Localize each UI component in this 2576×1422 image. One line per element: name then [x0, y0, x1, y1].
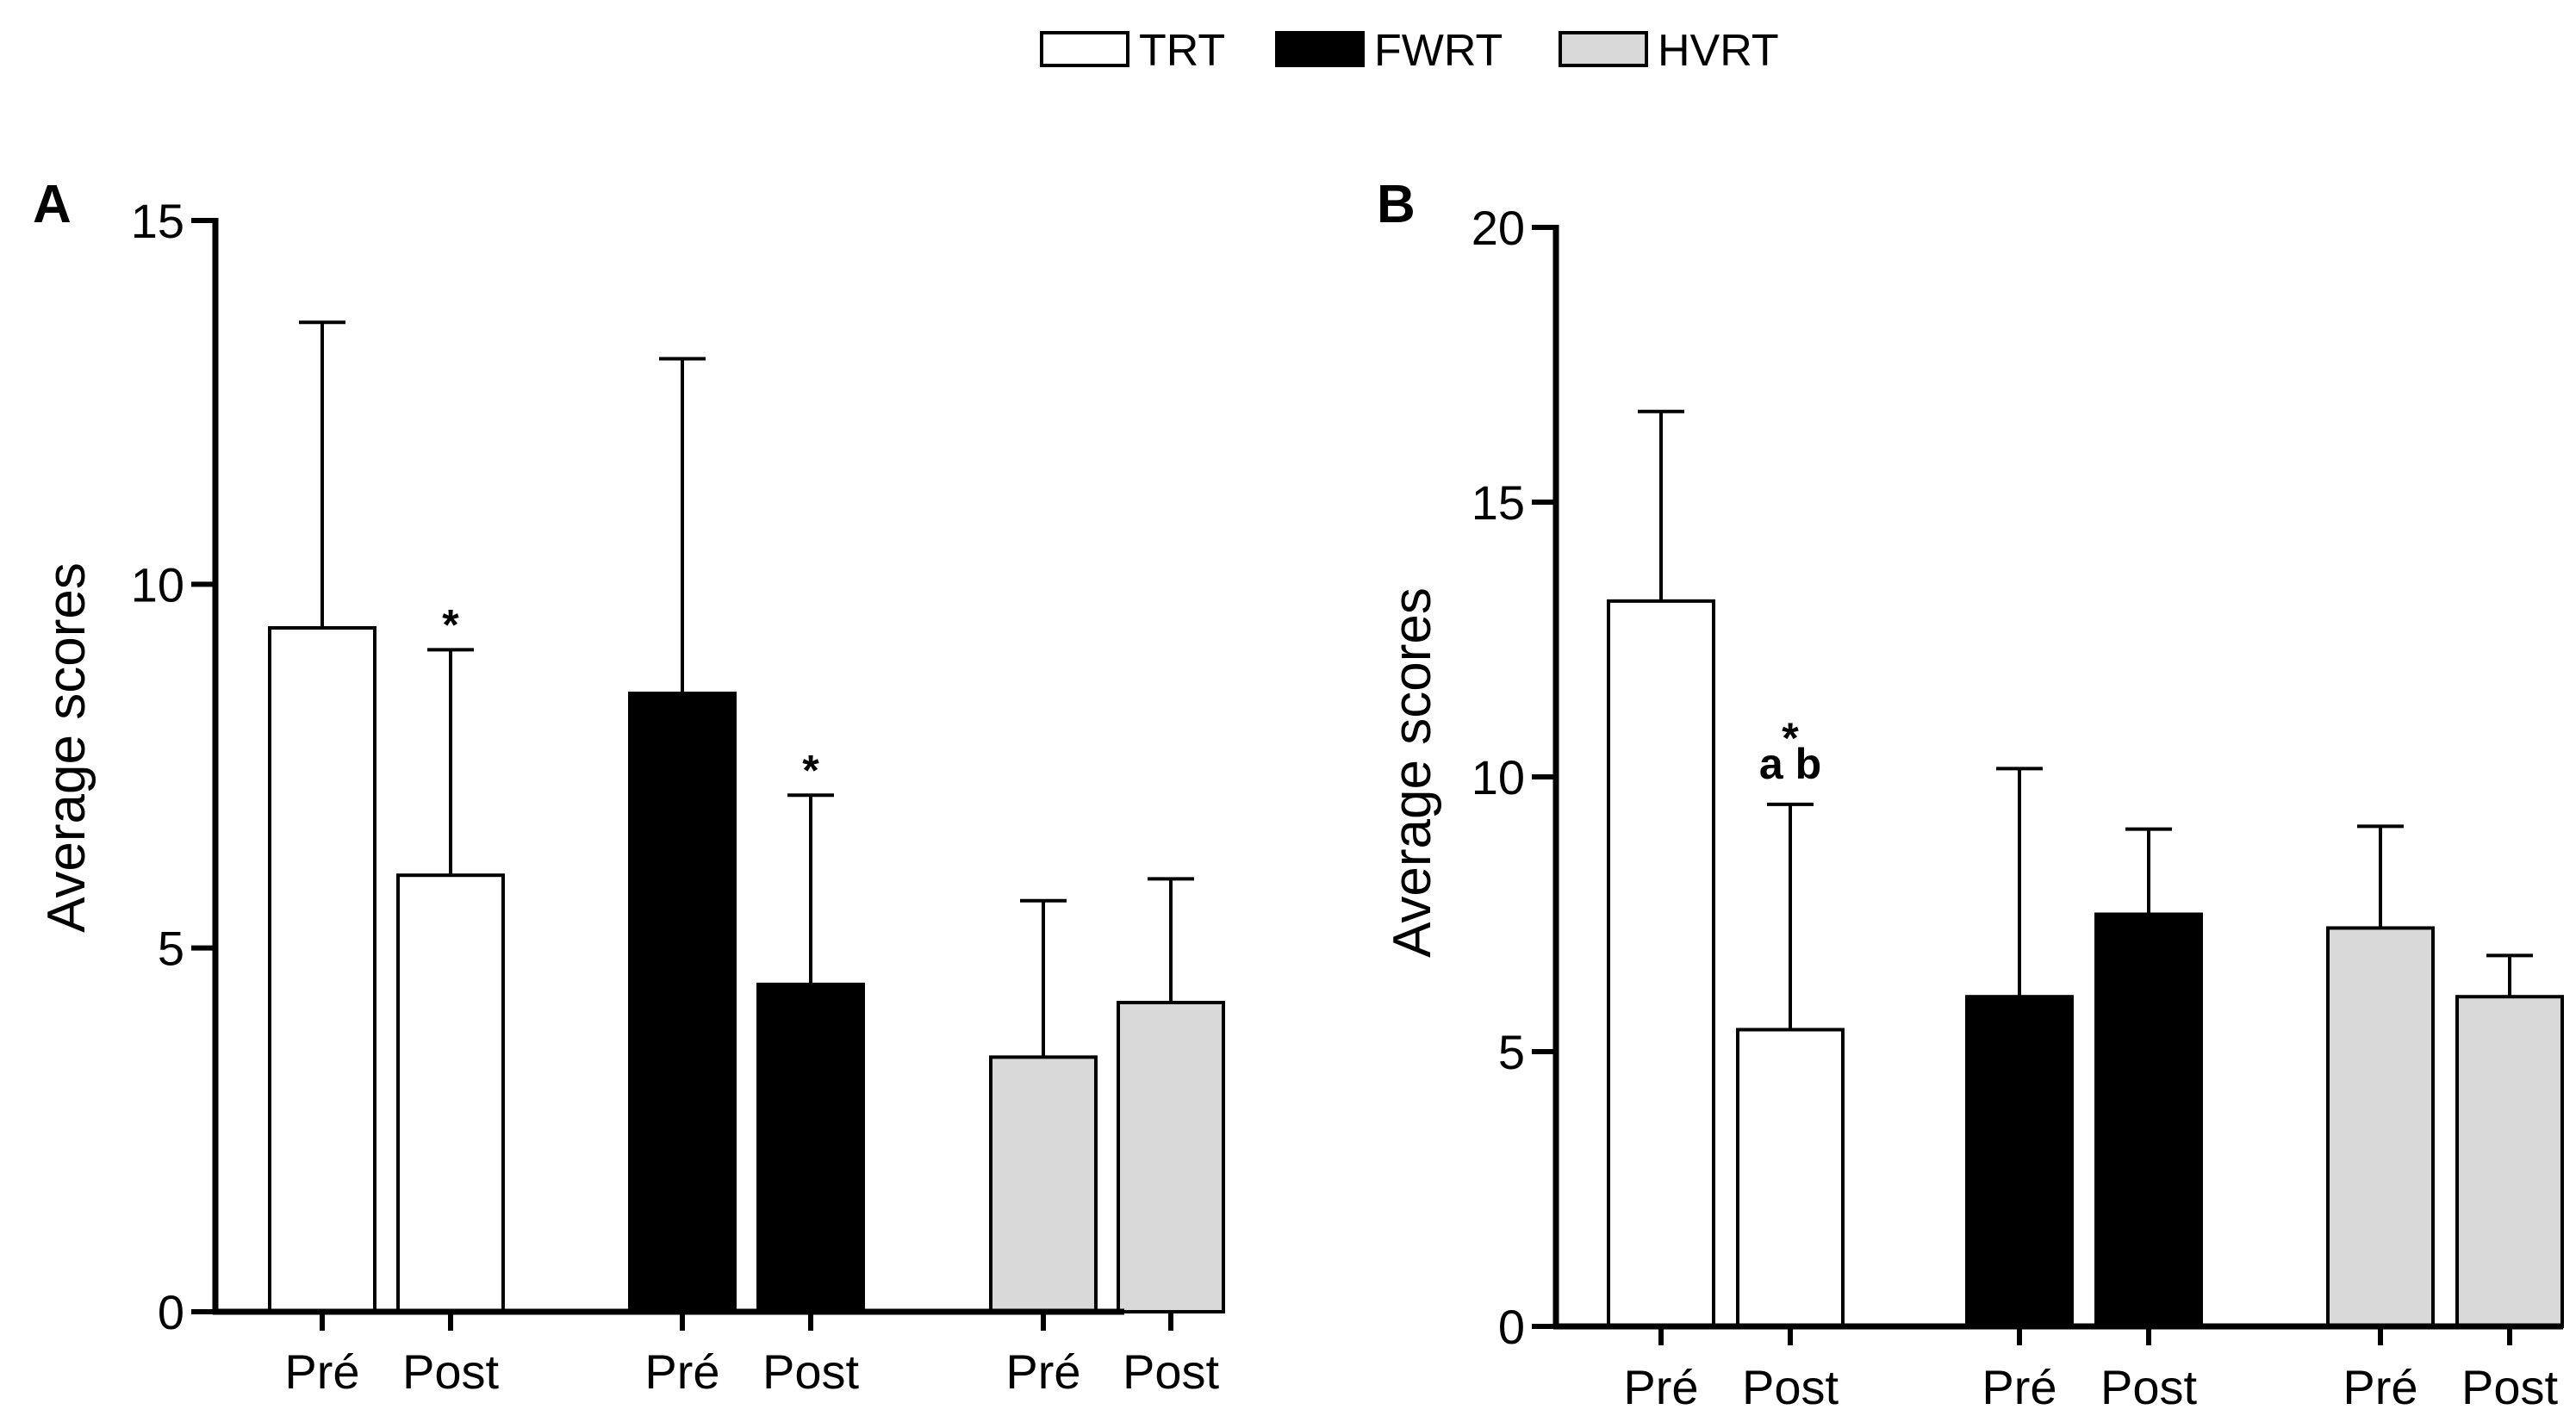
panel-b-x-tick-label: Post — [1742, 1360, 1839, 1414]
panel-b-y-tick-label: 15 — [1472, 475, 1525, 530]
panel-a-significance-marker: * — [802, 746, 819, 794]
panel-b-y-tick-label: 10 — [1472, 750, 1525, 804]
panel-b-y-tick-label: 0 — [1498, 1300, 1525, 1354]
legend-item-hvrt: HVRT — [1559, 26, 1779, 76]
legend-swatch-hvrt — [1559, 31, 1648, 67]
panel-a-bar-hvrt-1 — [1117, 1001, 1225, 1314]
panel-a-label: A — [33, 175, 72, 234]
panel-a-y-tick-label: 5 — [158, 922, 184, 976]
panel-a-bar-fwrt-1 — [756, 982, 865, 1314]
legend-item-trt: TRT — [1040, 26, 1225, 76]
panel-b-bar-trt-1 — [1736, 1028, 1845, 1328]
panel-a-x-tick-label: Post — [1123, 1344, 1219, 1399]
legend: TRT FWRT HVRT — [1040, 26, 1779, 76]
panel-b-y-tick-label: 5 — [1498, 1025, 1525, 1079]
panel-b-bar-fwrt-0 — [1965, 995, 2074, 1328]
panel-b-label: B — [1377, 175, 1416, 234]
panel-a-significance-marker: * — [442, 600, 459, 649]
panel-a-y-tick-label: 0 — [158, 1285, 184, 1339]
panel-b-x-tick-label: Pré — [1623, 1360, 1698, 1414]
panel-a-x-tick-label: Pré — [644, 1344, 719, 1399]
panel-b-bar-hvrt-1 — [2455, 995, 2564, 1328]
panel-a-y-tick-label: 15 — [131, 194, 184, 248]
panel-b-bar-trt-0 — [1607, 599, 1715, 1328]
panel-b-bar-fwrt-1 — [2094, 912, 2203, 1328]
legend-swatch-trt — [1040, 31, 1129, 67]
panel-b-plot: Pré *a b Post Pré Post Pré Post 0 5 10 15 20 — [1472, 201, 2564, 1414]
panel-a-bar-hvrt-0 — [989, 1055, 1098, 1314]
panel-a-x-tick-label: Post — [762, 1344, 859, 1399]
panel-a-plot: Pré * Post Pré * Post Pré Post 0 5 10 15 — [131, 194, 1225, 1399]
panel-b-bar-hvrt-0 — [2326, 926, 2435, 1328]
panel-a-x-tick-label: Pré — [1005, 1344, 1080, 1399]
panel-b-x-tick-label: Pré — [2343, 1360, 2417, 1414]
panel-a-bar-fwrt-0 — [628, 692, 737, 1313]
legend-item-fwrt: FWRT — [1275, 26, 1503, 76]
panel-b-x-tick-label: Post — [2100, 1360, 2197, 1414]
panel-a-x-tick-label: Pré — [284, 1344, 359, 1399]
panel-a: A Average scores Pré * Post Pré * Post Pré Post… — [33, 175, 1225, 1399]
panel-b-x-tick-label: Pré — [1982, 1360, 2056, 1414]
legend-label-fwrt: FWRT — [1374, 26, 1503, 76]
panel-a-y-title: Average scores — [37, 562, 96, 933]
panel-a-bar-trt-0 — [268, 626, 376, 1313]
panel-b-significance-marker: * — [1782, 714, 1799, 762]
legend-label-trt: TRT — [1139, 26, 1225, 76]
panel-b: B Average scores Pré *a b Post Pré Post Pré Po… — [1377, 175, 2564, 1414]
panel-b-x-tick-label: Post — [2461, 1360, 2558, 1414]
panel-b-y-title: Average scores — [1383, 587, 1442, 958]
panel-a-y-tick-label: 10 — [131, 557, 184, 612]
legend-swatch-fwrt — [1275, 31, 1365, 67]
panel-b-y-tick-label: 20 — [1472, 201, 1525, 255]
panel-a-bar-trt-1 — [396, 873, 505, 1313]
panel-b-group-difference-label: a b — [1759, 740, 1821, 788]
legend-label-hvrt: HVRT — [1658, 26, 1779, 76]
panel-a-x-tick-label: Post — [402, 1344, 499, 1399]
